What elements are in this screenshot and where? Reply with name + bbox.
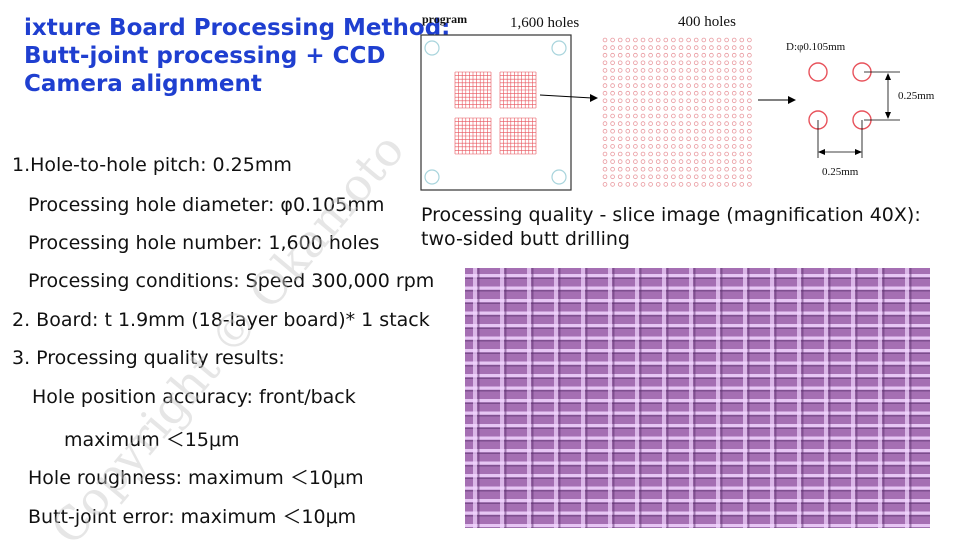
holes-400-label: 400 holes (678, 14, 736, 30)
title-line-1: ixture Board Processing Method: (24, 15, 451, 41)
hole-quadrant (499, 117, 537, 155)
hole-quadrants (454, 71, 537, 155)
spec-hole-diameter: Processing hole diameter: φ0.105mm (28, 194, 385, 216)
hole-layout-diagram (420, 34, 900, 191)
hole-quadrant (454, 71, 492, 109)
horizontal-pitch-label: 0.25mm (822, 166, 859, 178)
title-line-3: Camera alignment (24, 71, 262, 97)
spec-position-accuracy: Hole position accuracy: front/back (32, 386, 356, 408)
spec-board: 2. Board: t 1.9mm (18-layer board)* 1 st… (12, 309, 430, 331)
spec-hole-number: Processing hole number: 1,600 holes (28, 232, 380, 254)
spec-pitch: 1.Hole-to-hole pitch: 0.25mm (12, 154, 292, 176)
fiducial-mark (551, 40, 567, 56)
fiducial-mark (551, 169, 567, 185)
title-line-2: Butt-joint processing + CCD (24, 43, 386, 69)
program-board (420, 34, 572, 191)
slice-micrograph (465, 268, 930, 528)
holes-1600-label: 1,600 holes (510, 15, 580, 31)
fiducial-mark (424, 40, 440, 56)
slice-caption: Processing quality - slice image (magnif… (415, 203, 945, 267)
spec-position-max: maximum ＜15μm (64, 429, 240, 451)
hole-field-400 (602, 37, 752, 187)
hole-diameter-label: D:φ0.105mm (786, 41, 846, 53)
program-label: program (422, 12, 468, 26)
hole-detail (808, 62, 828, 82)
spec-butt-joint-error: Butt-joint error: maximum ＜10μm (28, 506, 357, 528)
slide-title: ixture Board Processing Method: Butt-joi… (24, 14, 450, 98)
hole-quadrant (454, 117, 492, 155)
fiducial-mark (424, 169, 440, 185)
spec-conditions: Processing conditions: Speed 300,000 rpm (28, 270, 435, 292)
spec-roughness: Hole roughness: maximum ＜10μm (28, 467, 364, 489)
spec-quality-heading: 3. Processing quality results: (12, 347, 285, 369)
caption-line-2: two-sided butt drilling (421, 228, 630, 250)
vertical-pitch-label: 0.25mm (898, 90, 935, 102)
caption-line-1: Processing quality - slice image (magnif… (421, 204, 921, 226)
hole-quadrant (499, 71, 537, 109)
